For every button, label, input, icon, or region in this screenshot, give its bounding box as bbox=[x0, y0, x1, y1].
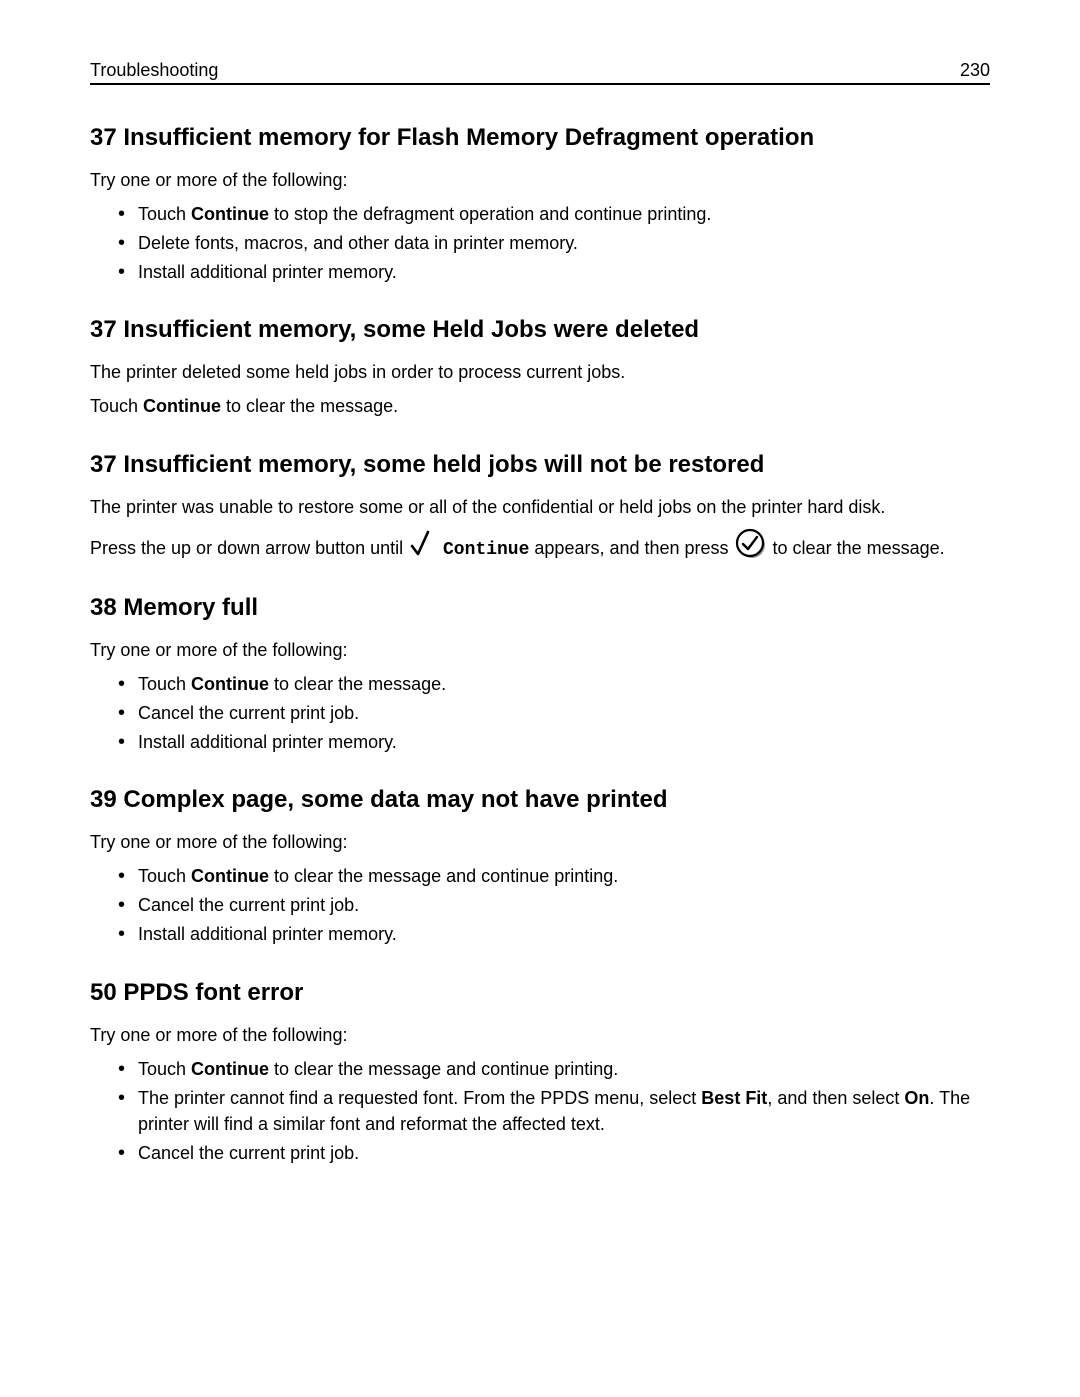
text-run: Touch bbox=[138, 204, 191, 224]
list-item: Install additional printer memory. bbox=[124, 259, 990, 285]
bullet-list: Touch Continue to clear the message. Canc… bbox=[90, 671, 990, 755]
section-heading: 37 Insufficient memory for Flash Memory … bbox=[90, 123, 990, 153]
page: Troubleshooting 230 37 Insufficient memo… bbox=[0, 0, 1080, 1397]
text-run: Press the up or down arrow button until bbox=[90, 538, 408, 558]
bullet-list: Touch Continue to clear the message and … bbox=[90, 863, 990, 947]
text-run: to clear the message. bbox=[221, 396, 398, 416]
text-run: Touch bbox=[138, 1059, 191, 1079]
text-run: The printer cannot find a requested font… bbox=[138, 1088, 701, 1108]
text-run: Touch bbox=[138, 866, 191, 886]
header-left: Troubleshooting bbox=[90, 60, 218, 81]
paragraph: The printer deleted some held jobs in or… bbox=[90, 359, 990, 385]
paragraph: Touch Continue to clear the message. bbox=[90, 393, 990, 419]
paragraph: Press the up or down arrow button until … bbox=[90, 528, 990, 563]
text-run: Install additional printer memory. bbox=[138, 732, 397, 752]
text-run: to clear the message. bbox=[768, 538, 945, 558]
text-run: , and then select bbox=[767, 1088, 904, 1108]
text-run: Continue bbox=[143, 396, 221, 416]
text-run: to clear the message and continue printi… bbox=[269, 1059, 618, 1079]
intro-text: Try one or more of the following: bbox=[90, 167, 990, 193]
list-item: Cancel the current print job. bbox=[124, 1140, 990, 1166]
text-run: to clear the message. bbox=[269, 674, 446, 694]
list-item: Touch Continue to clear the message. bbox=[124, 671, 990, 697]
text-run: Cancel the current print job. bbox=[138, 895, 359, 915]
text-run: The printer deleted some held jobs in or… bbox=[90, 362, 625, 382]
text-run: Continue bbox=[191, 674, 269, 694]
intro-text: Try one or more of the following: bbox=[90, 1022, 990, 1048]
intro-text: Try one or more of the following: bbox=[90, 829, 990, 855]
text-run: Cancel the current print job. bbox=[138, 1143, 359, 1163]
text-run: Continue bbox=[191, 866, 269, 886]
section-heading: 37 Insufficient memory, some held jobs w… bbox=[90, 450, 990, 480]
text-run: Continue bbox=[191, 1059, 269, 1079]
text-run: Delete fonts, macros, and other data in … bbox=[138, 233, 578, 253]
text-run: Install additional printer memory. bbox=[138, 262, 397, 282]
list-item: Touch Continue to clear the message and … bbox=[124, 863, 990, 889]
intro-text: Try one or more of the following: bbox=[90, 637, 990, 663]
text-run: Continue bbox=[191, 204, 269, 224]
text-run: Touch bbox=[90, 396, 143, 416]
content-area: 37 Insufficient memory for Flash Memory … bbox=[90, 123, 990, 1166]
text-run: Install additional printer memory. bbox=[138, 924, 397, 944]
list-item: Cancel the current print job. bbox=[124, 892, 990, 918]
bullet-list: Touch Continue to stop the defragment op… bbox=[90, 201, 990, 285]
check-icon bbox=[410, 530, 430, 558]
text-run: Best Fit bbox=[701, 1088, 767, 1108]
page-header: Troubleshooting 230 bbox=[90, 60, 990, 85]
text-run: The printer was unable to restore some o… bbox=[90, 497, 885, 517]
header-page-number: 230 bbox=[960, 60, 990, 81]
section-heading: 38 Memory full bbox=[90, 593, 990, 623]
list-item: Install additional printer memory. bbox=[124, 729, 990, 755]
paragraph: The printer was unable to restore some o… bbox=[90, 494, 990, 520]
list-item: Touch Continue to stop the defragment op… bbox=[124, 201, 990, 227]
text-run: On bbox=[904, 1088, 929, 1108]
section-heading: 37 Insufficient memory, some Held Jobs w… bbox=[90, 315, 990, 345]
list-item: The printer cannot find a requested font… bbox=[124, 1085, 990, 1137]
list-item: Delete fonts, macros, and other data in … bbox=[124, 230, 990, 256]
list-item: Cancel the current print job. bbox=[124, 700, 990, 726]
text-run: to stop the defragment operation and con… bbox=[269, 204, 711, 224]
text-run: Touch bbox=[138, 674, 191, 694]
section-heading: 50 PPDS font error bbox=[90, 978, 990, 1008]
list-item: Install additional printer memory. bbox=[124, 921, 990, 947]
text-run: Cancel the current print job. bbox=[138, 703, 359, 723]
bullet-list: Touch Continue to clear the message and … bbox=[90, 1056, 990, 1166]
text-run: appears, and then press bbox=[529, 538, 733, 558]
check-button-icon bbox=[735, 528, 767, 560]
list-item: Touch Continue to clear the message and … bbox=[124, 1056, 990, 1082]
text-run: Continue bbox=[432, 540, 529, 560]
text-run: to clear the message and continue printi… bbox=[269, 866, 618, 886]
section-heading: 39 Complex page, some data may not have … bbox=[90, 785, 990, 815]
